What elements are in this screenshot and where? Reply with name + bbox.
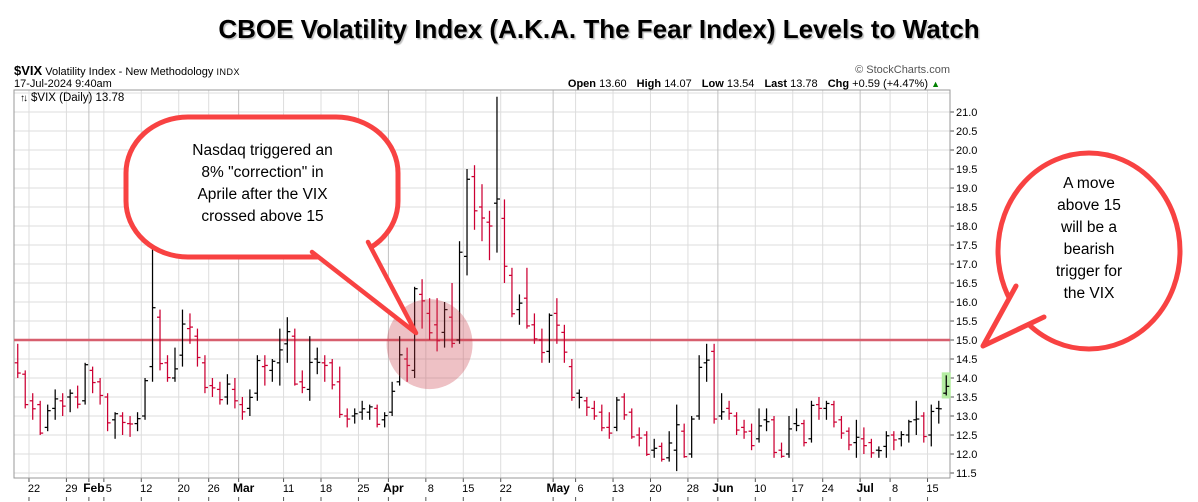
svg-text:17.0: 17.0 (956, 259, 977, 271)
open-value: 13.60 (599, 78, 627, 90)
svg-text:6: 6 (578, 483, 584, 495)
svg-text:12: 12 (140, 483, 152, 495)
svg-text:10: 10 (754, 483, 766, 495)
open-label: Open (567, 78, 597, 90)
svg-text:20.0: 20.0 (956, 145, 977, 157)
svg-text:12.5: 12.5 (956, 430, 977, 442)
chart-datetime: 17-Jul-2024 9:40am (14, 78, 112, 90)
svg-text:24: 24 (822, 483, 834, 495)
up-triangle-icon: ▲ (931, 79, 940, 89)
svg-text:15.5: 15.5 (956, 316, 977, 328)
low-value: 13.54 (726, 78, 755, 90)
svg-text:Apr: Apr (383, 481, 404, 495)
svg-text:14.5: 14.5 (956, 354, 977, 366)
exchange: INDX (216, 67, 240, 77)
last-label: Last (764, 78, 788, 90)
right-speech-bubble-text: A move above 15 will be a bearish trigge… (1055, 175, 1123, 302)
svg-text:8: 8 (428, 483, 434, 495)
svg-text:17: 17 (792, 483, 804, 495)
svg-text:Jun: Jun (712, 481, 733, 495)
updown-arrows-icon: ↑↓ (20, 93, 28, 104)
svg-text:11: 11 (283, 483, 294, 495)
svg-text:17.5: 17.5 (956, 240, 977, 252)
svg-text:29: 29 (65, 483, 77, 495)
svg-text:13.0: 13.0 (956, 411, 977, 423)
svg-text:16.0: 16.0 (956, 297, 977, 309)
svg-text:May: May (546, 481, 570, 495)
svg-text:28: 28 (687, 483, 699, 495)
left-speech-bubble-text: Nasdaq triggered an 8% "correction" in A… (192, 142, 333, 225)
svg-text:14.0: 14.0 (956, 373, 977, 385)
svg-text:20.5: 20.5 (956, 126, 977, 138)
symbol-name: Volatility Index - New Methodology (45, 66, 214, 78)
svg-text:15.0: 15.0 (956, 335, 977, 347)
quote-line: Open 13.60 High 14.07 Low 13.54 Last 13.… (568, 78, 940, 90)
svg-text:13.5: 13.5 (956, 392, 977, 404)
svg-text:19.5: 19.5 (956, 164, 977, 176)
svg-text:12.0: 12.0 (956, 449, 977, 461)
last-value: 13.78 (790, 78, 818, 90)
svg-text:16.5: 16.5 (956, 278, 977, 290)
high-label: High (636, 78, 662, 90)
chart-legend: ↑↓ $VIX (Daily) 13.78 (20, 92, 124, 104)
low-label: Low (701, 78, 724, 90)
svg-text:19.0: 19.0 (956, 183, 977, 195)
svg-text:Feb: Feb (83, 481, 104, 495)
svg-text:Mar: Mar (233, 481, 255, 495)
high-value: 14.07 (664, 78, 692, 90)
symbol: $VIX (14, 63, 43, 78)
svg-text:22: 22 (28, 483, 40, 495)
svg-text:Jul: Jul (856, 481, 873, 495)
svg-text:11.5: 11.5 (956, 468, 977, 480)
svg-text:21.0: 21.0 (956, 107, 977, 119)
svg-text:22: 22 (500, 483, 512, 495)
svg-text:5: 5 (106, 483, 112, 495)
svg-text:15: 15 (462, 483, 474, 495)
svg-text:18.0: 18.0 (956, 221, 977, 233)
chg-label: Chg (827, 78, 850, 90)
svg-text:8: 8 (892, 483, 898, 495)
svg-text:18: 18 (320, 483, 332, 495)
page-title: CBOE Volatility Index (A.K.A. The Fear I… (218, 14, 980, 44)
symbol-header: $VIX Volatility Index - New Methodology … (14, 63, 240, 78)
svg-text:26: 26 (208, 483, 220, 495)
chg-value: +0.59 (+4.47%) (852, 78, 929, 90)
svg-text:18.5: 18.5 (956, 202, 977, 214)
svg-text:20: 20 (178, 483, 190, 495)
svg-text:20: 20 (649, 483, 661, 495)
svg-text:15: 15 (926, 483, 938, 495)
stockcharts-credit: © StockCharts.com (855, 64, 950, 76)
svg-text:13: 13 (612, 483, 624, 495)
legend-text: $VIX (Daily) 13.78 (31, 92, 125, 104)
svg-text:25: 25 (357, 483, 369, 495)
